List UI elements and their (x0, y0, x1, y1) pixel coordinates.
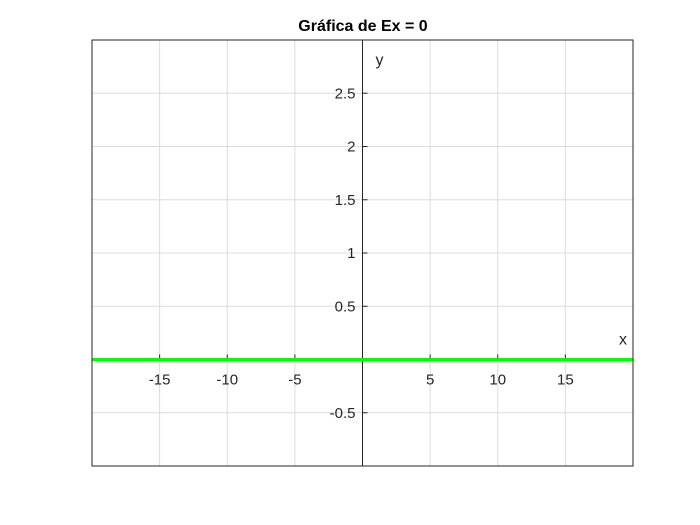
tick-labels: -15 -10 -5 5 10 15 -0.5 0.5 1 1.5 2 2.5 (149, 85, 574, 422)
x-axis-label: x (619, 332, 627, 349)
y-axis-label: y (376, 52, 384, 69)
x-tick-label: -5 (288, 372, 301, 389)
y-tick-label: 1.5 (335, 192, 356, 209)
y-tick-label: 2 (347, 139, 355, 156)
y-tick-label: 0.5 (335, 298, 356, 315)
y-tick-label: 2.5 (335, 85, 356, 102)
y-tick-label: -0.5 (330, 405, 356, 422)
x-tick-label: -15 (149, 372, 171, 389)
x-tick-label: -10 (216, 372, 238, 389)
chart-title: Gráfica de Ex = 0 (298, 18, 428, 35)
x-tick-label: 10 (489, 372, 506, 389)
x-tick-label: 5 (426, 372, 434, 389)
y-tick-label: 1 (347, 245, 355, 262)
plot-frame (91, 39, 634, 467)
x-tick-label: 15 (557, 372, 574, 389)
